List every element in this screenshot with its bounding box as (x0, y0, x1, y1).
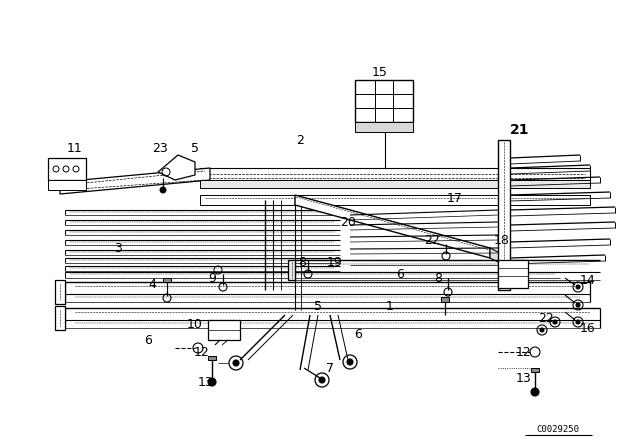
Polygon shape (288, 260, 295, 280)
Text: 9: 9 (208, 271, 216, 284)
Text: 2: 2 (296, 134, 304, 146)
Circle shape (233, 360, 239, 366)
Circle shape (553, 320, 557, 324)
Polygon shape (158, 155, 195, 180)
Circle shape (208, 378, 216, 386)
Polygon shape (490, 248, 510, 268)
Polygon shape (295, 195, 490, 258)
Text: 19: 19 (327, 255, 343, 268)
Polygon shape (200, 168, 590, 180)
Text: 8: 8 (434, 271, 442, 284)
Text: 21: 21 (510, 123, 530, 137)
Text: 6: 6 (354, 328, 362, 341)
Text: 11: 11 (67, 142, 83, 155)
Text: 17: 17 (447, 191, 463, 204)
Text: 16: 16 (580, 322, 596, 335)
Text: 15: 15 (372, 65, 388, 78)
Polygon shape (55, 280, 65, 304)
Text: 10: 10 (187, 319, 203, 332)
Bar (48, 158, 86, 180)
Text: 18: 18 (494, 233, 510, 246)
Circle shape (160, 187, 166, 193)
Text: 12: 12 (516, 345, 532, 358)
Polygon shape (60, 168, 210, 194)
Bar (498, 260, 528, 288)
Bar (208, 320, 240, 340)
Circle shape (347, 359, 353, 365)
Bar (355, 80, 413, 122)
Text: 23: 23 (152, 142, 168, 155)
Text: 8: 8 (298, 255, 306, 268)
Bar (441, 297, 449, 302)
Text: 4: 4 (148, 279, 156, 292)
Polygon shape (498, 140, 510, 290)
Text: 14: 14 (580, 273, 596, 287)
Text: 20: 20 (340, 215, 356, 228)
Polygon shape (55, 306, 65, 330)
Text: 6: 6 (396, 268, 404, 281)
Polygon shape (200, 195, 590, 205)
Text: 6: 6 (144, 333, 152, 346)
Text: 12: 12 (194, 345, 210, 358)
Bar (208, 356, 216, 360)
Text: 22: 22 (538, 311, 554, 324)
Polygon shape (200, 180, 590, 188)
Text: C0029250: C0029250 (536, 426, 579, 435)
Text: 13: 13 (516, 371, 532, 384)
Text: 5: 5 (191, 142, 199, 155)
Text: 7: 7 (326, 362, 334, 375)
Circle shape (319, 377, 325, 383)
Text: 3: 3 (114, 241, 122, 254)
Text: 13: 13 (198, 375, 214, 388)
Polygon shape (48, 180, 86, 190)
Text: 5: 5 (314, 300, 322, 313)
Text: 22: 22 (424, 233, 440, 246)
Bar (531, 368, 539, 372)
Circle shape (576, 303, 580, 307)
Circle shape (576, 285, 580, 289)
Circle shape (540, 328, 544, 332)
Bar (163, 278, 171, 282)
Circle shape (576, 320, 580, 324)
Text: 1: 1 (386, 300, 394, 313)
Polygon shape (355, 122, 413, 132)
Circle shape (531, 388, 539, 396)
